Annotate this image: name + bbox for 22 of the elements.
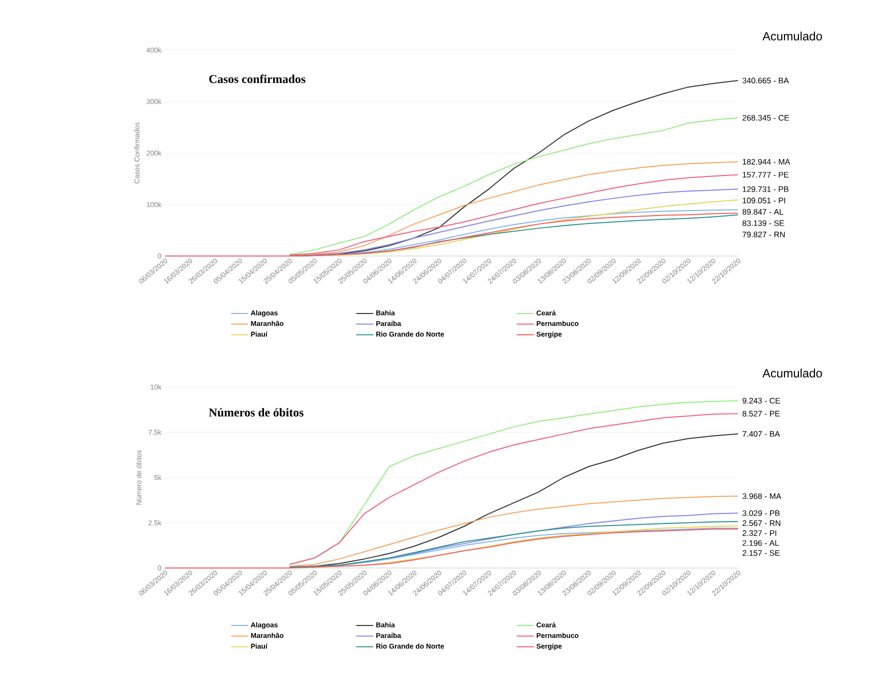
- text: Números de óbitos: [208, 408, 304, 417]
- annotation: 2.196 - AL: [742, 540, 779, 546]
- annotation: 157.777 - PE: [742, 172, 789, 178]
- annotation: 109.051 - PI: [742, 198, 786, 204]
- annotation: 8.527 - PE: [742, 410, 780, 416]
- annotation: 79.827 - RN: [742, 232, 785, 238]
- annotation: 2.567 - RN: [742, 520, 780, 526]
- annotation: 268.345 - CE: [742, 114, 789, 121]
- annotation: 9.243 - CE: [742, 398, 780, 404]
- annotation: 129.731 - PB: [742, 186, 788, 192]
- annotation: 2.157 - SE: [742, 550, 780, 556]
- annotation: 7.407 - BA: [742, 431, 780, 437]
- annotation: 182.944 - MA: [742, 158, 790, 165]
- annotation: 83.139 - SE: [742, 220, 784, 226]
- text: Acumulado: [762, 368, 822, 378]
- annotation: 340.665 - BA: [742, 78, 789, 84]
- annotation: 89.847 - AL: [742, 209, 784, 215]
- text: Acumulado: [762, 32, 822, 40]
- annotation: 3.029 - PB: [742, 510, 780, 516]
- text: Casos confirmados: [209, 74, 306, 84]
- annotation: 2.327 - PI: [742, 530, 776, 536]
- annotation: 3.968 - MA: [742, 493, 782, 500]
